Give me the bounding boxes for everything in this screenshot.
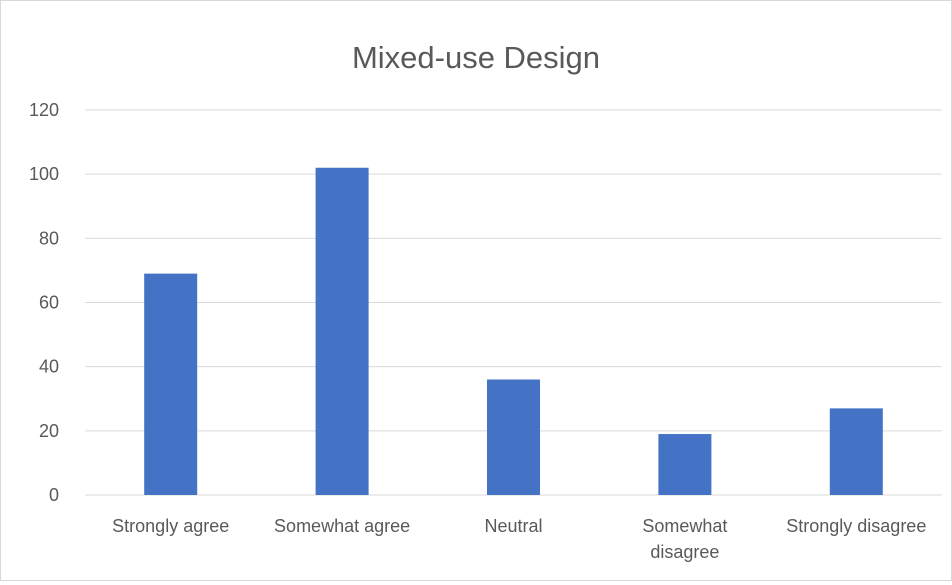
bar	[487, 379, 540, 495]
y-tick-label: 40	[39, 357, 59, 377]
y-tick-label: 0	[49, 485, 59, 505]
x-tick-label-line: disagree	[650, 542, 719, 562]
y-tick-label: 20	[39, 421, 59, 441]
x-tick-label: Strongly agree	[112, 516, 229, 536]
x-tick-label: Somewhat disagree	[642, 516, 727, 562]
bar	[315, 167, 369, 495]
chart-title: Mixed-use Design	[352, 40, 600, 75]
bar	[829, 408, 883, 495]
x-axis: Strongly agree Somewhat agree Neutral Somew…	[112, 516, 926, 562]
bar	[658, 434, 712, 495]
y-tick-label: 60	[39, 293, 59, 313]
x-tick-label-line: Somewhat agree	[274, 516, 410, 536]
x-tick-label: Neutral	[484, 516, 542, 536]
x-tick-label: Strongly disagree	[786, 516, 926, 536]
gridlines	[85, 109, 942, 496]
y-axis: 0 20 40 60 80 100 120	[29, 100, 59, 505]
x-tick-label: Somewhat agree	[274, 516, 410, 536]
x-tick-label-line: Strongly agree	[112, 516, 229, 536]
y-tick-label: 80	[39, 228, 59, 248]
x-tick-label-line: Somewhat	[642, 516, 727, 536]
x-tick-label-line: Neutral	[484, 516, 542, 536]
y-tick-label: 100	[29, 164, 59, 184]
x-tick-label-line: Strongly disagree	[786, 516, 926, 536]
bar	[144, 273, 198, 495]
bars	[144, 167, 883, 495]
y-tick-label: 120	[29, 100, 59, 120]
